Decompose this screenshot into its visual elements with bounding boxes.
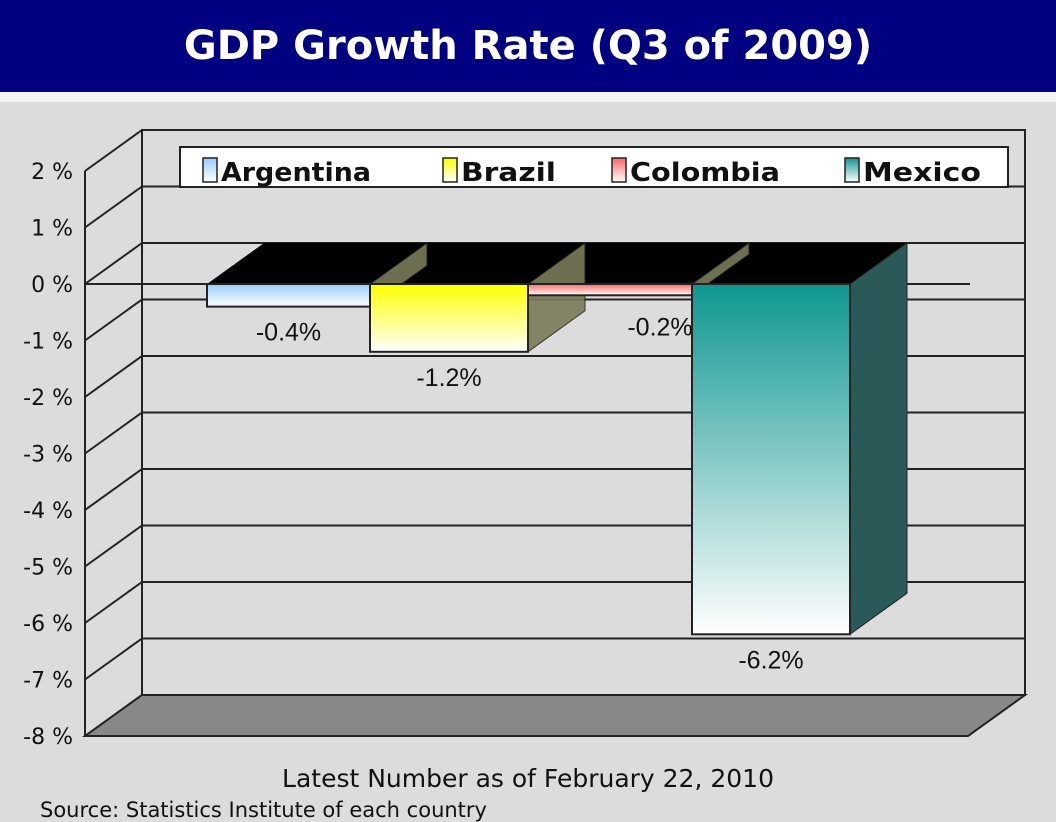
- legend-label-argentina: Argentina: [221, 158, 371, 188]
- legend-swatch-brazil: [442, 157, 458, 183]
- bar-colombia: [527, 283, 693, 297]
- y-tick-label: -5 %: [23, 556, 73, 581]
- floor: [81, 694, 1029, 737]
- side-gridline: [84, 637, 143, 681]
- side-gridline: [84, 355, 143, 398]
- y-tick-label: -1 %: [23, 330, 73, 355]
- bar-side-mexico: [849, 242, 908, 636]
- y-tick-label: -8 %: [23, 725, 73, 750]
- side-gridline: [84, 298, 143, 342]
- y-tick-label: -3 %: [23, 443, 73, 468]
- y-tick-label: -7 %: [23, 669, 73, 694]
- side-gridline: [84, 468, 143, 511]
- legend-label-colombia: Colombia: [630, 158, 780, 188]
- title-divider: [0, 92, 1056, 102]
- chart-source: Source: Statistics Institute of each cou…: [40, 798, 487, 822]
- side-gridline: [84, 581, 143, 624]
- legend-swatch-mexico: [844, 157, 860, 183]
- y-tick-label: 2 %: [31, 160, 73, 185]
- legend-label-mexico: Mexico: [863, 158, 981, 188]
- chart-title: GDP Growth Rate (Q3 of 2009): [0, 0, 1056, 92]
- data-label-mexico: -6.2%: [738, 646, 803, 674]
- bar-argentina: [206, 283, 371, 308]
- side-gridline: [84, 185, 143, 229]
- y-tick-label: -4 %: [23, 499, 73, 524]
- side-gridline: [84, 242, 143, 285]
- bar-brazil: [369, 283, 529, 353]
- legend-label-brazil: Brazil: [461, 158, 556, 188]
- y-tick-label: 0 %: [31, 273, 73, 298]
- y-tick-label: -2 %: [23, 386, 73, 411]
- chart-note: Latest Number as of February 22, 2010: [282, 764, 774, 793]
- side-gridline: [84, 411, 143, 455]
- data-label-colombia: -0.2%: [627, 313, 692, 341]
- side-gridline: [84, 129, 143, 172]
- legend-swatch-argentina: [202, 157, 218, 183]
- data-label-brazil: -1.2%: [416, 364, 481, 392]
- y-tick-label: -6 %: [23, 612, 73, 637]
- bar-mexico: [691, 283, 851, 636]
- data-label-argentina: -0.4%: [256, 319, 321, 347]
- side-gridline: [84, 524, 143, 568]
- legend: [179, 146, 1009, 188]
- y-tick-label: 1 %: [31, 217, 73, 242]
- legend-swatch-colombia: [611, 157, 627, 183]
